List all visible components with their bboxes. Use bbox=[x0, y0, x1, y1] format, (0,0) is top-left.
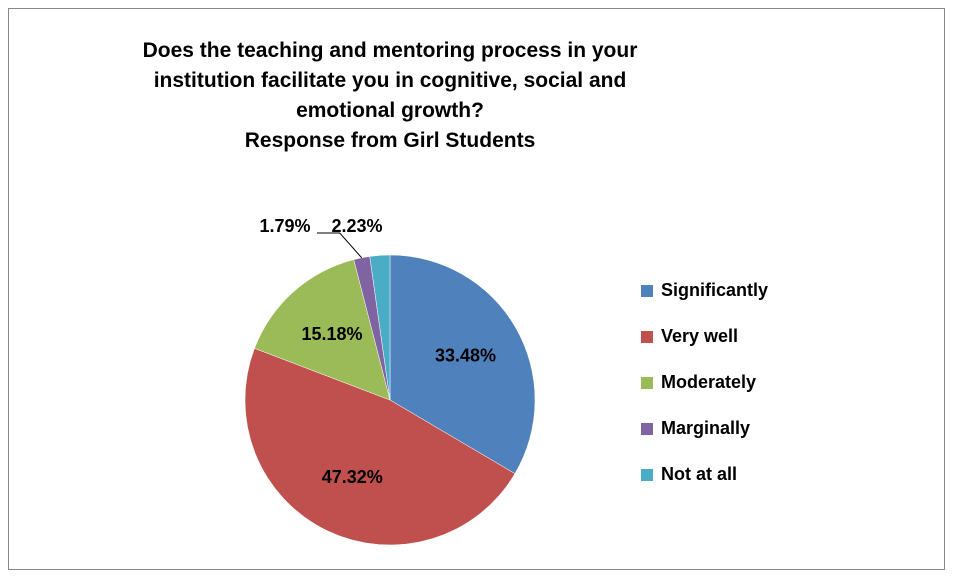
leader-line bbox=[317, 232, 363, 259]
legend-label: Very well bbox=[661, 326, 738, 346]
legend-swatch bbox=[641, 377, 653, 389]
legend-swatch bbox=[641, 423, 653, 435]
data-label: 33.48% bbox=[435, 346, 496, 366]
legend-swatch bbox=[641, 285, 653, 297]
chart-subtitle: Response from Girl Students bbox=[244, 129, 536, 152]
titles: Does the teaching and mentoring process … bbox=[110, 36, 670, 156]
pie-slice bbox=[254, 259, 391, 401]
chart-title: Does the teaching and mentoring process … bbox=[142, 39, 638, 122]
pie-slice bbox=[244, 347, 516, 546]
chart-border bbox=[8, 8, 945, 570]
data-label: 1.79% bbox=[259, 216, 310, 236]
legend-swatch bbox=[641, 331, 653, 343]
data-label: 2.23% bbox=[331, 216, 382, 236]
pie-slice bbox=[389, 254, 536, 474]
data-label: 15.18% bbox=[301, 324, 362, 344]
legend-label: Marginally bbox=[661, 418, 750, 438]
legend-swatch bbox=[641, 469, 653, 481]
legend-label: Moderately bbox=[661, 372, 756, 392]
legend-label: Significantly bbox=[661, 280, 768, 300]
legend-label: Not at all bbox=[661, 464, 737, 484]
pie-slice bbox=[369, 254, 391, 401]
data-label: 47.32% bbox=[322, 467, 383, 487]
